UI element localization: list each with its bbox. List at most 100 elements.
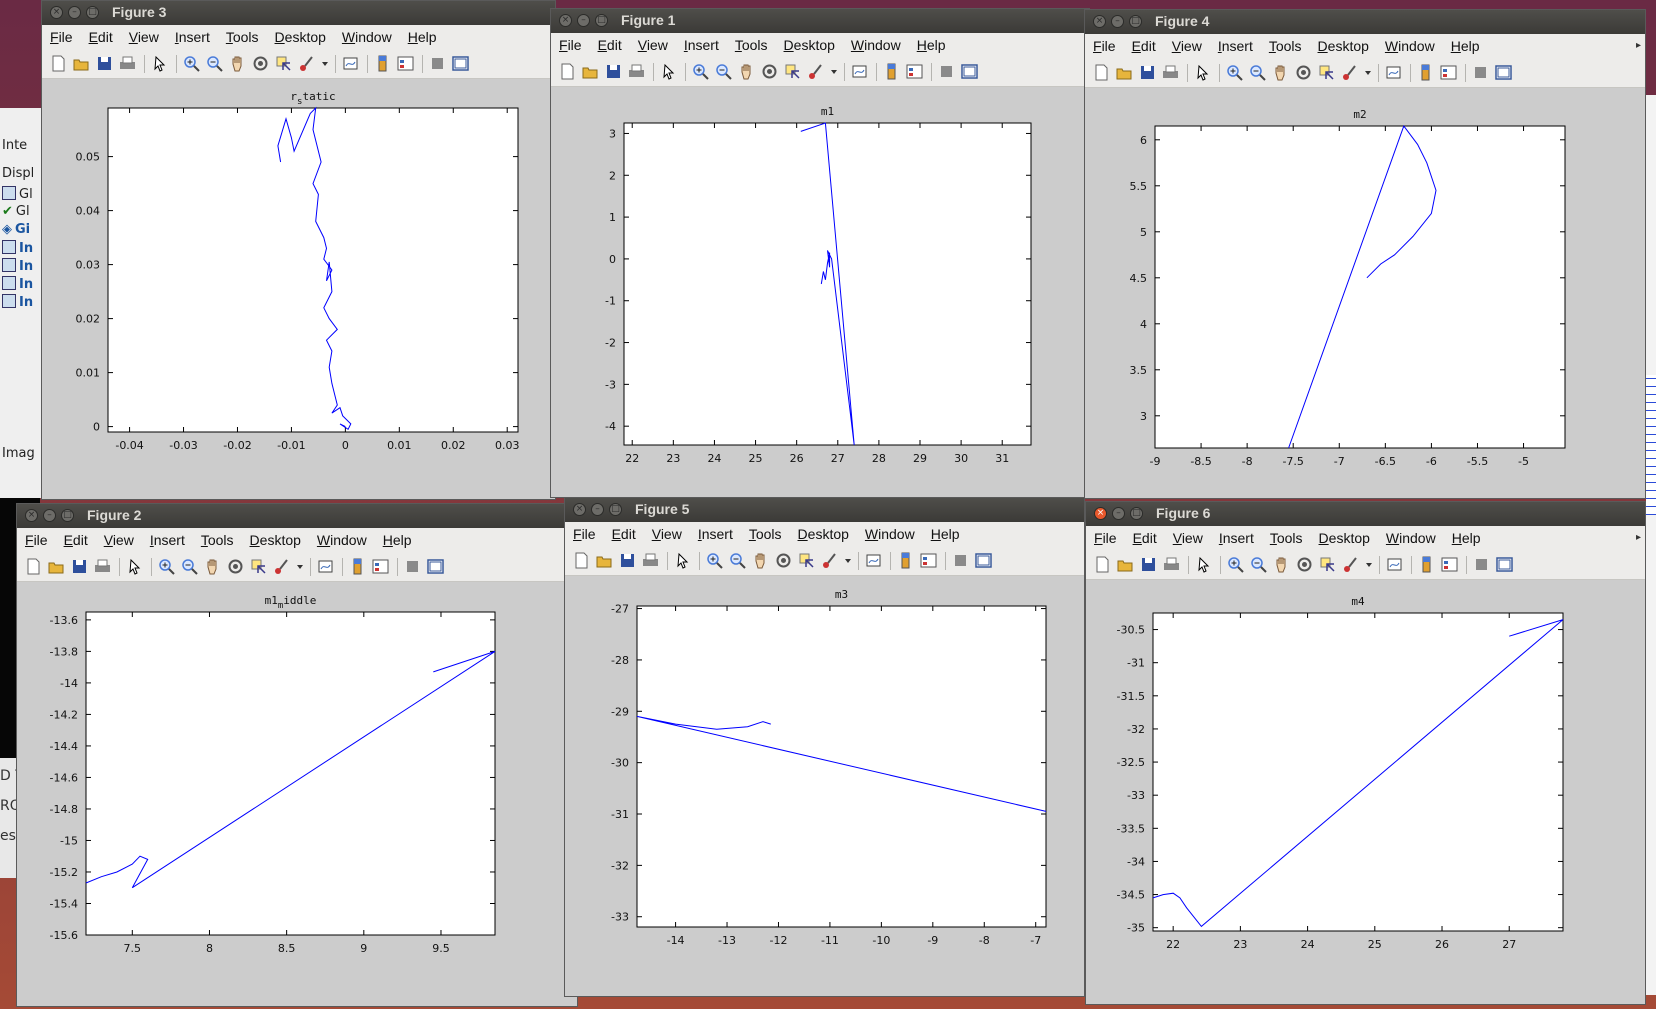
dropdown-arrow-icon[interactable]: [1364, 64, 1381, 81]
menu-file[interactable]: File: [1093, 38, 1116, 54]
menu-file[interactable]: File: [573, 526, 596, 542]
maximize-icon[interactable]: □: [609, 503, 622, 516]
rotate-3d-icon[interactable]: [1296, 556, 1313, 573]
save-icon[interactable]: [1139, 64, 1156, 81]
minimize-icon[interactable]: –: [591, 503, 604, 516]
menu-file[interactable]: File: [25, 532, 48, 548]
data-cursor-icon[interactable]: [250, 558, 267, 575]
hide-plot-tools-icon[interactable]: [1473, 556, 1490, 573]
colorbar-icon[interactable]: [1417, 64, 1434, 81]
menu-edit[interactable]: Edit: [88, 29, 113, 45]
menu-tools[interactable]: Tools: [1269, 530, 1303, 546]
menu-window[interactable]: Window: [1384, 38, 1435, 54]
maximize-icon[interactable]: □: [86, 6, 99, 19]
menu-tools[interactable]: Tools: [748, 526, 782, 542]
zoom-in-icon[interactable]: [183, 55, 200, 72]
menu-overflow-icon[interactable]: ▸: [1635, 532, 1641, 543]
close-icon[interactable]: ×: [1094, 507, 1107, 520]
show-plot-tools-icon[interactable]: [961, 63, 978, 80]
hide-plot-tools-icon[interactable]: [938, 63, 955, 80]
minimize-icon[interactable]: –: [43, 509, 56, 522]
menu-window[interactable]: Window: [341, 29, 392, 45]
menu-window[interactable]: Window: [1385, 530, 1436, 546]
rotate-3d-icon[interactable]: [227, 558, 244, 575]
maximize-icon[interactable]: □: [1129, 15, 1142, 28]
print-icon[interactable]: [642, 552, 659, 569]
menu-help[interactable]: Help: [382, 532, 412, 548]
minimize-icon[interactable]: –: [577, 14, 590, 27]
menu-window[interactable]: Window: [316, 532, 367, 548]
dropdown-arrow-icon[interactable]: [1365, 556, 1382, 573]
rotate-3d-icon[interactable]: [252, 55, 269, 72]
window-titlebar[interactable]: × – □ Figure 4: [1085, 10, 1645, 34]
menu-insert[interactable]: Insert: [149, 532, 185, 548]
pan-hand-icon[interactable]: [204, 558, 221, 575]
menu-tools[interactable]: Tools: [1268, 38, 1302, 54]
brush-icon[interactable]: [298, 55, 315, 72]
pan-hand-icon[interactable]: [738, 63, 755, 80]
figure-window[interactable]: × – □ Figure 4 File Edit View Insert Tools Deskto…: [1084, 9, 1646, 499]
legend-icon[interactable]: [1441, 556, 1458, 573]
dropdown-arrow-icon[interactable]: [830, 63, 847, 80]
legend-icon[interactable]: [372, 558, 389, 575]
menu-insert[interactable]: Insert: [683, 37, 719, 53]
menu-desktop[interactable]: Desktop: [249, 532, 301, 548]
open-file-icon[interactable]: [582, 63, 599, 80]
brush-icon[interactable]: [821, 552, 838, 569]
pointer-icon[interactable]: [660, 63, 677, 80]
legend-icon[interactable]: [906, 63, 923, 80]
menu-insert[interactable]: Insert: [174, 29, 210, 45]
menu-tools[interactable]: Tools: [225, 29, 259, 45]
zoom-in-icon[interactable]: [1226, 64, 1243, 81]
minimize-icon[interactable]: –: [1111, 15, 1124, 28]
show-plot-tools-icon[interactable]: [427, 558, 444, 575]
zoom-out-icon[interactable]: [181, 558, 198, 575]
link-plot-icon[interactable]: [342, 55, 359, 72]
pan-hand-icon[interactable]: [229, 55, 246, 72]
hide-plot-tools-icon[interactable]: [1472, 64, 1489, 81]
link-plot-icon[interactable]: [865, 552, 882, 569]
open-file-icon[interactable]: [1116, 64, 1133, 81]
hide-plot-tools-icon[interactable]: [404, 558, 421, 575]
data-cursor-icon[interactable]: [1319, 556, 1336, 573]
print-icon[interactable]: [1163, 556, 1180, 573]
close-icon[interactable]: ×: [573, 503, 586, 516]
maximize-icon[interactable]: □: [1130, 507, 1143, 520]
menu-file[interactable]: File: [50, 29, 73, 45]
menu-view[interactable]: View: [1172, 530, 1203, 546]
menu-desktop[interactable]: Desktop: [1318, 530, 1370, 546]
window-titlebar[interactable]: × – □ Figure 5: [565, 498, 1084, 522]
minimize-icon[interactable]: –: [1112, 507, 1125, 520]
legend-icon[interactable]: [1440, 64, 1457, 81]
pan-hand-icon[interactable]: [1273, 556, 1290, 573]
menu-help[interactable]: Help: [1450, 38, 1480, 54]
menu-view[interactable]: View: [1171, 38, 1202, 54]
dropdown-arrow-icon[interactable]: [296, 558, 313, 575]
figure-window[interactable]: × – □ Figure 3 File Edit View Insert Tools Deskto…: [41, 0, 556, 500]
menu-overflow-icon[interactable]: ▸: [1635, 40, 1641, 51]
open-file-icon[interactable]: [1117, 556, 1134, 573]
menu-view[interactable]: View: [103, 532, 134, 548]
save-icon[interactable]: [71, 558, 88, 575]
rotate-3d-icon[interactable]: [761, 63, 778, 80]
colorbar-icon[interactable]: [374, 55, 391, 72]
save-icon[interactable]: [605, 63, 622, 80]
menu-window[interactable]: Window: [864, 526, 915, 542]
menu-view[interactable]: View: [128, 29, 159, 45]
link-plot-icon[interactable]: [1386, 556, 1403, 573]
figure-window[interactable]: × – □ Figure 5 File Edit View Insert Tools Deskto…: [564, 497, 1085, 997]
window-titlebar[interactable]: × – □ Figure 1: [551, 9, 1089, 33]
menu-desktop[interactable]: Desktop: [783, 37, 835, 53]
brush-icon[interactable]: [1342, 556, 1359, 573]
menu-file[interactable]: File: [559, 37, 582, 53]
menu-help[interactable]: Help: [916, 37, 946, 53]
hide-plot-tools-icon[interactable]: [429, 55, 446, 72]
legend-icon[interactable]: [920, 552, 937, 569]
menu-file[interactable]: File: [1094, 530, 1117, 546]
window-titlebar[interactable]: × – □ Figure 3: [42, 1, 555, 25]
pointer-icon[interactable]: [1194, 64, 1211, 81]
show-plot-tools-icon[interactable]: [1496, 556, 1513, 573]
zoom-in-icon[interactable]: [158, 558, 175, 575]
pan-hand-icon[interactable]: [752, 552, 769, 569]
zoom-out-icon[interactable]: [1249, 64, 1266, 81]
